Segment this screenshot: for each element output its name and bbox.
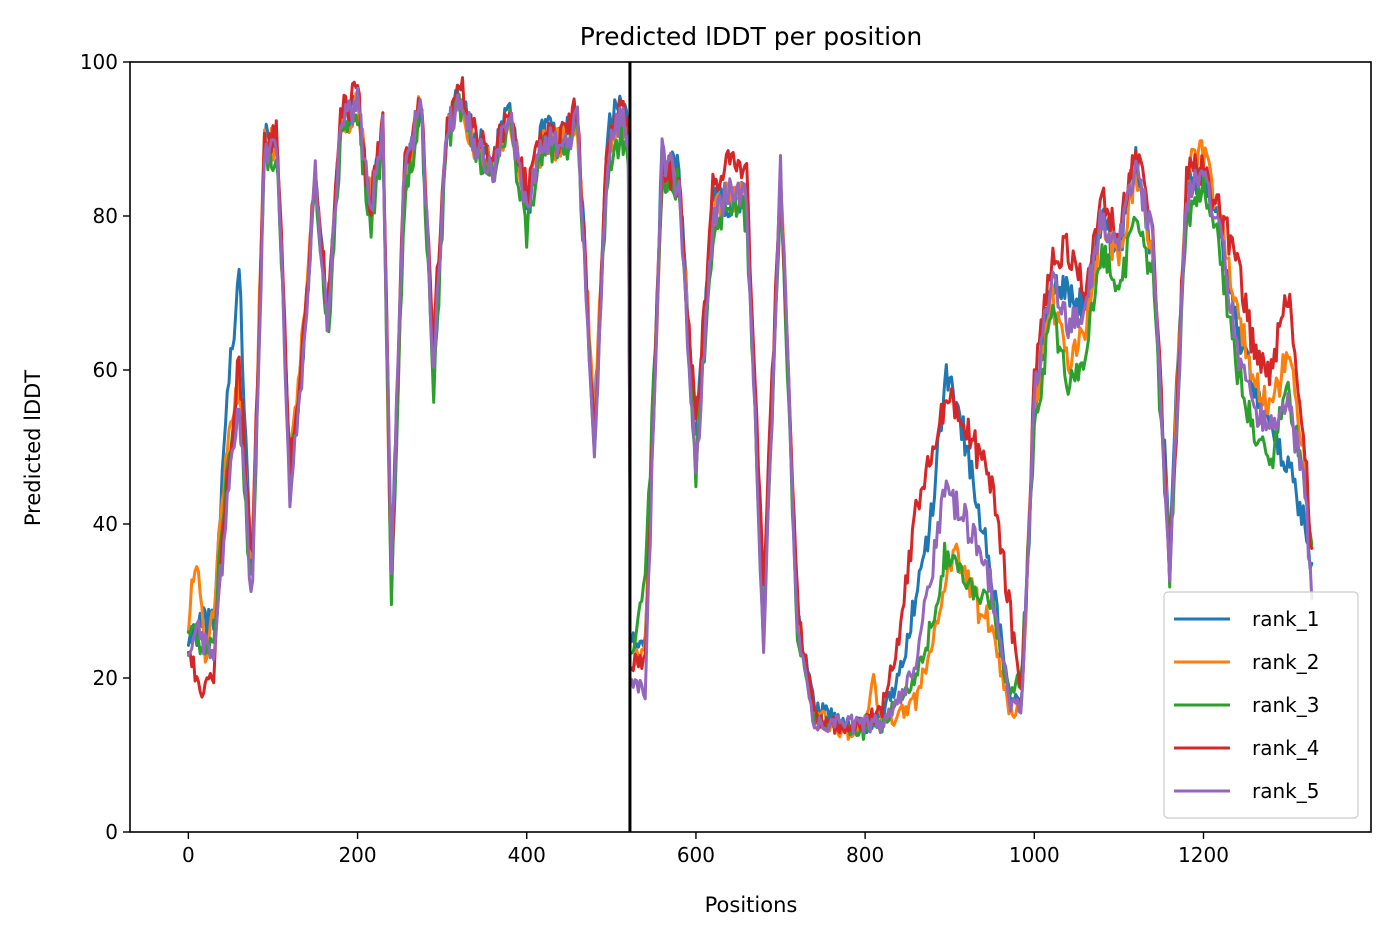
legend-label: rank_5 [1252, 779, 1319, 803]
legend-label: rank_4 [1252, 736, 1319, 760]
series-line-rank_5 [630, 137, 1314, 735]
chart-title: Predicted lDDT per position [580, 22, 922, 51]
legend-label: rank_3 [1252, 693, 1319, 717]
legend: rank_1 rank_2 rank_3 rank_4 rank_5 [1163, 591, 1359, 819]
y-tick-label: 60 [93, 358, 118, 382]
legend-label: rank_1 [1252, 607, 1319, 631]
x-tick-label: 800 [846, 843, 884, 867]
y-tick-label: 80 [93, 204, 118, 228]
series-line-rank_4 [630, 149, 1314, 735]
y-axis-ticks: 0 20 40 60 80 100 [80, 50, 130, 844]
x-tick-label: 600 [677, 843, 715, 867]
y-axis-label: Predicted lDDT [21, 370, 45, 526]
plot-frame [129, 61, 1372, 833]
x-tick-label: 1200 [1178, 843, 1229, 867]
y-tick-label: 100 [80, 50, 118, 74]
y-tick-label: 0 [105, 820, 118, 844]
series-line-rank_5 [186, 86, 632, 662]
x-tick-label: 1000 [1009, 843, 1060, 867]
y-tick-label: 20 [93, 666, 118, 690]
x-axis-label: Positions [705, 893, 798, 917]
x-tick-label: 400 [508, 843, 546, 867]
y-tick-label: 40 [93, 512, 118, 536]
x-tick-label: 0 [182, 843, 195, 867]
series-lines [186, 76, 1314, 741]
x-tick-label: 200 [338, 843, 376, 867]
legend-label: rank_2 [1252, 650, 1319, 674]
x-axis-ticks: 0 200 400 600 800 1000 1200 [182, 832, 1229, 867]
legend-box [1163, 591, 1359, 819]
